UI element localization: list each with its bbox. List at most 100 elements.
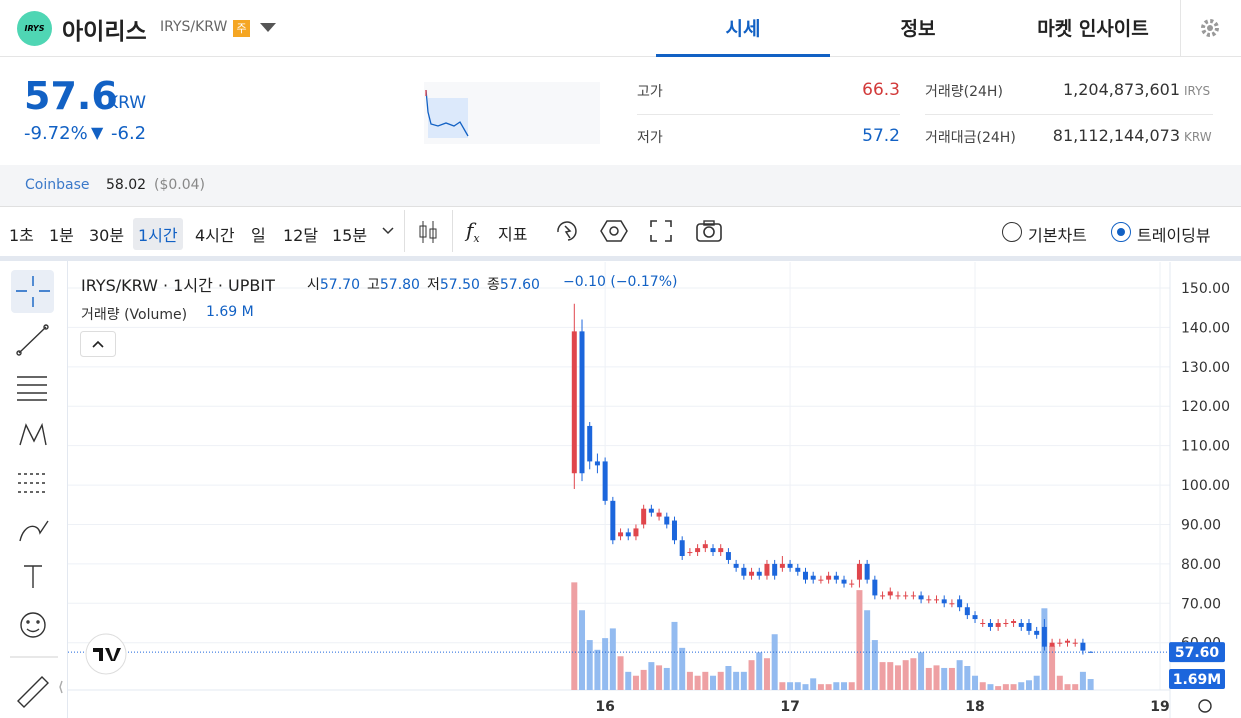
tab-underline — [656, 54, 830, 57]
candle-body — [687, 552, 693, 554]
divider — [67, 261, 68, 718]
candle-body — [980, 623, 986, 625]
candle-body — [594, 461, 600, 466]
candle-body — [679, 540, 685, 557]
coin-pair: IRYS/KRW — [160, 19, 228, 35]
interval-button[interactable]: 4시간 — [195, 226, 235, 245]
interval-button[interactable]: 15분 — [332, 226, 368, 245]
ohlc-value: 57.60 — [499, 277, 540, 293]
volume-bar — [1025, 680, 1032, 690]
volume-label: 거래량(24H) — [925, 84, 1003, 100]
more-intervals[interactable] — [381, 226, 395, 236]
radio-dot — [1117, 228, 1125, 236]
amount-label: 거래대금(24H) — [925, 130, 1016, 146]
candle-body — [571, 331, 577, 474]
collapse-button[interactable] — [80, 331, 116, 357]
volume-bar — [833, 682, 840, 690]
change-arrow: ▼ — [91, 123, 104, 142]
low-label: 저가 — [637, 130, 663, 146]
volume-bar — [987, 684, 994, 690]
fullscreen-icon[interactable] — [649, 219, 673, 243]
candle-body — [1034, 630, 1040, 635]
settings-hex-icon[interactable] — [600, 218, 628, 244]
y-tick-label: 110.00 — [1181, 439, 1230, 455]
tradingview-logo[interactable] — [85, 633, 127, 675]
y-tick-label: 90.00 — [1181, 517, 1221, 533]
indicator-button[interactable]: 지표 — [498, 225, 528, 244]
low-value: 57.2 — [862, 126, 900, 146]
volume-unit: IRYS — [1184, 84, 1211, 98]
price-unit: KRW — [107, 93, 147, 113]
ohlc-label: 시 — [307, 277, 320, 293]
volume-bar — [894, 665, 901, 690]
indicator-icon[interactable]: fx — [466, 218, 480, 245]
volume-bar — [694, 675, 701, 690]
x-tick-label: 19 — [1150, 699, 1169, 715]
volume-bar — [810, 678, 817, 690]
interval-button[interactable]: 30분 — [89, 226, 125, 245]
volume-bar — [571, 582, 578, 690]
dropdown-arrow[interactable] — [259, 22, 277, 34]
candle-body — [949, 603, 955, 605]
settings-icon[interactable] — [1199, 17, 1221, 39]
candle-body — [910, 595, 916, 597]
volume-bar — [887, 662, 894, 690]
interval-button[interactable]: 12달 — [283, 226, 319, 245]
volume-bar — [787, 682, 794, 690]
ohlc-label: 종 — [486, 277, 500, 293]
volume-bar — [1049, 645, 1056, 690]
interval-button[interactable]: 일 — [251, 226, 266, 245]
screenshot-icon[interactable] — [695, 219, 723, 243]
volume-bar — [902, 660, 909, 690]
candle-body — [995, 623, 1001, 627]
replay-icon[interactable] — [554, 218, 580, 244]
volume-bar — [656, 665, 663, 690]
candle-body — [741, 567, 747, 576]
candle-body — [802, 571, 808, 580]
ohlc-label: 저 — [426, 277, 440, 293]
volume-bar — [632, 675, 639, 690]
candle-body — [1041, 626, 1047, 647]
tab[interactable]: 정보 — [900, 18, 936, 40]
divider — [1180, 0, 1181, 57]
candle-body — [841, 579, 847, 584]
volume-bar — [964, 666, 971, 690]
tab[interactable]: 마켓 인사이트 — [1037, 18, 1149, 40]
volume-bar — [756, 652, 763, 690]
radio[interactable] — [1111, 222, 1131, 242]
volume-bar — [710, 675, 717, 690]
radio[interactable] — [1002, 222, 1022, 242]
candle-body — [933, 599, 939, 601]
volume-bar — [848, 682, 855, 690]
candle-body — [587, 425, 593, 462]
interval-button[interactable]: 1시간 — [133, 218, 183, 250]
ohlc-value: 57.70 — [319, 277, 360, 293]
divider — [404, 210, 405, 252]
coin-logo: IRYS — [17, 11, 52, 46]
mini-chart — [424, 82, 600, 144]
candle-body — [1026, 623, 1032, 631]
legend-change: −0.10 (−0.17%) — [563, 274, 678, 290]
high-label: 고가 — [637, 84, 663, 100]
candle-body — [749, 571, 755, 576]
interval-button[interactable]: 1초 — [9, 226, 34, 245]
candle-type-icon[interactable] — [416, 219, 440, 245]
last-volume-label: 1.69M — [1173, 672, 1221, 688]
candle-body — [641, 508, 647, 525]
chart-mode-label[interactable]: 트레이딩뷰 — [1137, 226, 1211, 245]
volume-bar — [794, 682, 801, 690]
current-price: 57.6 — [24, 74, 118, 118]
candle-body — [1072, 642, 1078, 644]
y-tick-label: 120.00 — [1181, 399, 1230, 415]
tab[interactable]: 시세 — [725, 18, 761, 40]
chart-mode-label[interactable]: 기본차트 — [1028, 226, 1087, 245]
volume-bar — [1056, 675, 1063, 690]
candle-body — [880, 595, 886, 597]
high-value: 66.3 — [862, 80, 900, 100]
volume-bar — [956, 660, 963, 690]
interval-button[interactable]: 1분 — [49, 226, 74, 245]
x-tick-label: 17 — [780, 699, 799, 715]
last-price-label: 57.60 — [1175, 645, 1220, 661]
candle-body — [733, 563, 739, 568]
candle-body — [833, 575, 839, 580]
